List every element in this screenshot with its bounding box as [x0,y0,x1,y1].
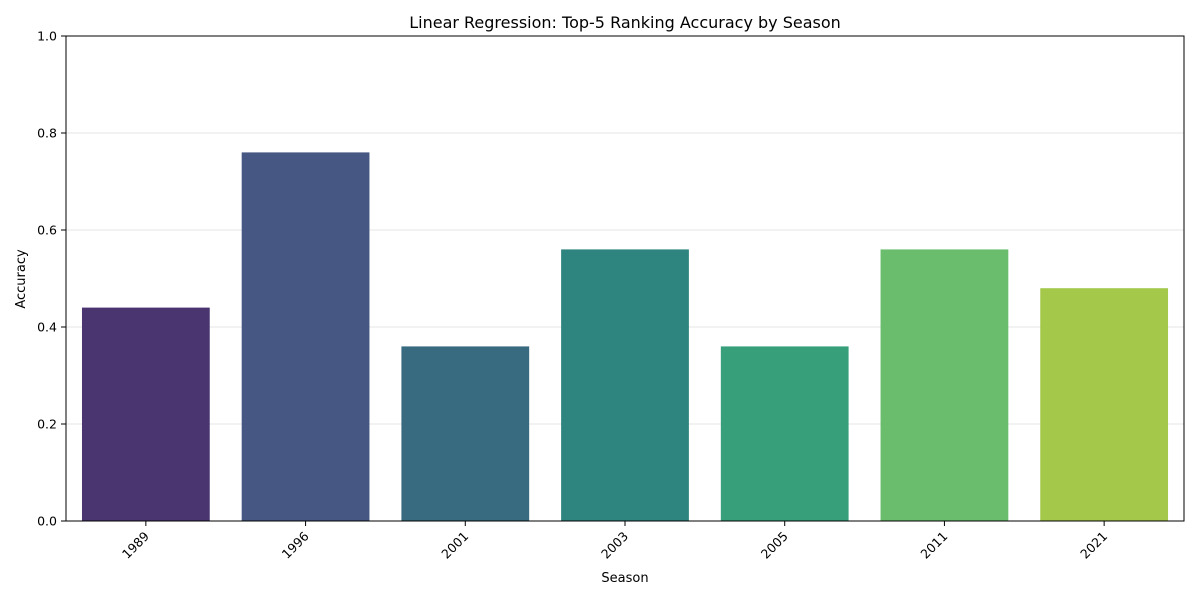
bars [81,152,1169,521]
x-tick-label: 2021 [1077,529,1110,562]
x-axis-ticks: 1989 1996 2001 2003 2005 2011 2021 [119,521,1110,562]
bar-2021 [1040,288,1169,521]
x-tick-label: 2001 [438,529,471,562]
y-tick-label: 0.6 [37,223,57,238]
bar-2005 [720,346,849,521]
bar-1996 [241,152,370,521]
bar-2003 [561,249,689,521]
bar-1989 [81,307,210,521]
y-tick-label: 0.4 [37,320,57,335]
y-tick-label: 0.2 [37,417,57,432]
y-axis-ticks: 0.0 0.2 0.4 0.6 0.8 1.0 [37,29,66,529]
y-axis-label: Accuracy [14,249,29,309]
x-tick-label: 2011 [917,529,950,562]
bar-2011 [880,249,1009,521]
y-tick-label: 0.0 [37,514,57,529]
x-tick-label: 1989 [119,528,152,561]
x-axis-label: Season [601,571,648,586]
chart-title: Linear Regression: Top-5 Ranking Accurac… [409,13,841,32]
bar-2001 [401,346,530,521]
x-tick-label: 1996 [279,528,312,561]
x-tick-label: 2003 [598,529,631,562]
x-tick-label: 2005 [758,529,791,562]
y-tick-label: 0.8 [37,126,57,141]
y-tick-label: 1.0 [37,29,57,44]
